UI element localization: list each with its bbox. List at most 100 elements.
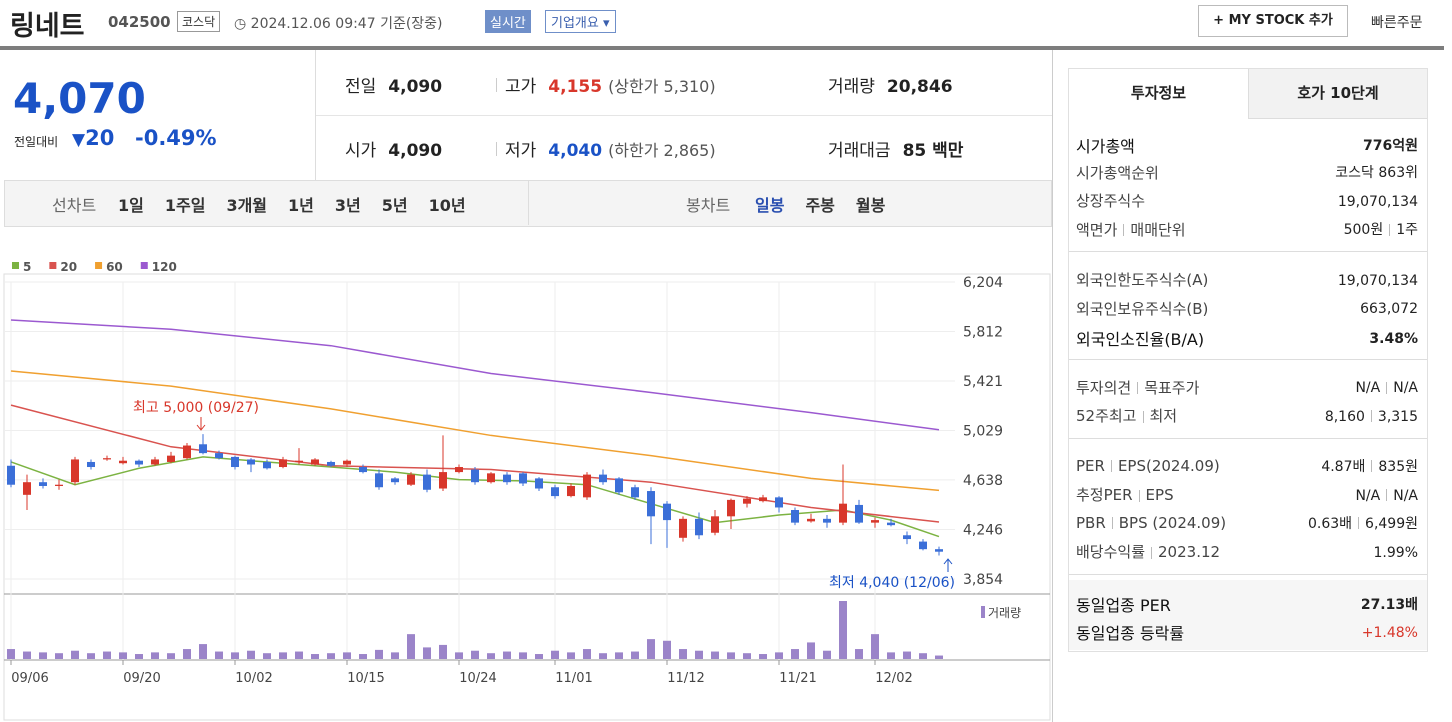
- volume-bar: [295, 651, 303, 659]
- period-tab[interactable]: 1일: [118, 196, 144, 215]
- y-tick-label: 3,854: [963, 572, 1003, 588]
- volume-bar: [7, 649, 15, 659]
- label-text: 시가총액: [1076, 137, 1135, 156]
- candle-body: [631, 487, 639, 498]
- candle-body: [679, 518, 687, 538]
- x-tick-label: 10/02: [235, 671, 272, 686]
- row-value: 8,160 3,315: [1325, 407, 1418, 425]
- quote-item: 고가 4,155 (상한가 5,310): [496, 72, 716, 97]
- candle-body: [567, 485, 575, 497]
- candle-tab[interactable]: 주봉: [805, 196, 835, 215]
- candle-tab[interactable]: 월봉: [855, 196, 886, 215]
- candle-body: [823, 518, 831, 523]
- volume-bar: [263, 653, 271, 659]
- value-text: 663,072: [1360, 301, 1418, 317]
- quick-order[interactable]: 빠른주문: [1371, 15, 1423, 31]
- volume-bar: [391, 652, 399, 659]
- volume-bar: [599, 653, 607, 659]
- value-text: N/A: [1393, 380, 1418, 396]
- period-tab[interactable]: 3개월: [226, 196, 268, 215]
- volume-bar: [871, 634, 879, 659]
- stock-code: 042500: [108, 13, 171, 31]
- volume-bar: [327, 653, 335, 659]
- separator: [1151, 546, 1153, 559]
- volume-bar: [519, 652, 527, 659]
- volume-bar: [727, 652, 735, 659]
- candle-chart-label: 봉차트: [686, 196, 731, 215]
- volume-bar: [839, 601, 847, 659]
- candle-body: [695, 518, 703, 536]
- volume-bar: [919, 653, 927, 659]
- volume-bar: [631, 651, 639, 659]
- date-text: 2024.12.06 09:47 기준(장중): [250, 16, 443, 32]
- invest-row: 시가총액 776억원: [1076, 133, 1418, 157]
- volume-bar: [359, 654, 367, 659]
- candle-body: [535, 478, 543, 489]
- y-tick-label: 5,812: [963, 325, 1003, 341]
- row-value: 776억원: [1363, 135, 1418, 155]
- separator: [1370, 410, 1372, 422]
- value-text: 3.48%: [1369, 331, 1418, 347]
- period-tab[interactable]: 5년: [381, 196, 408, 215]
- candle-body: [7, 465, 15, 485]
- row-label: 액면가 매매단위: [1076, 219, 1186, 240]
- period-tab[interactable]: 1주일: [164, 196, 206, 215]
- divider: [316, 115, 1052, 116]
- mystock-button[interactable]: + MY STOCK 추가: [1198, 5, 1348, 37]
- row-label: 52주최고 최저: [1076, 405, 1177, 426]
- candle-body: [551, 487, 559, 497]
- quote-note: (하한가 2,865): [608, 141, 716, 160]
- volume-bar: [247, 650, 255, 659]
- candle-body: [247, 459, 255, 465]
- volume-bar: [135, 654, 143, 659]
- change-value: 20: [85, 126, 115, 150]
- candle-body: [215, 453, 223, 459]
- volume-legend-swatch: [981, 606, 985, 618]
- value-text: +1.48%: [1361, 625, 1418, 641]
- realtime-button[interactable]: 실시간: [485, 10, 531, 33]
- x-tick-label: 11/12: [667, 671, 704, 686]
- label-text: PER: [1076, 456, 1105, 475]
- row-label: 외국인보유주식수(B): [1076, 298, 1208, 319]
- volume-bar: [423, 647, 431, 659]
- value-text: 8,160: [1324, 408, 1365, 425]
- period-tab[interactable]: 3년: [334, 196, 361, 215]
- group-divider: [1069, 251, 1427, 252]
- candle-body: [487, 473, 495, 483]
- quote-item: 저가 4,040 (하한가 2,865): [496, 136, 716, 161]
- row-value: 1.99%: [1374, 543, 1418, 561]
- candle-body: [855, 504, 863, 523]
- candle-body: [807, 518, 815, 522]
- y-tick-label: 5,421: [963, 374, 1003, 390]
- label-text: EPS(2024.09): [1117, 456, 1220, 475]
- x-tick-label: 10/24: [459, 671, 496, 686]
- volume-bar: [167, 653, 175, 659]
- value-text: 500원: [1343, 222, 1384, 238]
- invest-tab[interactable]: 호가 10단계: [1248, 69, 1427, 119]
- x-tick-label: 12/02: [875, 671, 912, 686]
- row-label: 추정PER EPS: [1076, 484, 1174, 505]
- volume-bar: [407, 634, 415, 659]
- row-label: 동일업종 PER: [1076, 592, 1171, 616]
- separator: [1138, 489, 1140, 502]
- legend-swatch: [95, 262, 103, 269]
- candle-body: [759, 497, 767, 502]
- candle-tab[interactable]: 일봉: [755, 196, 785, 215]
- period-tab[interactable]: 10년: [428, 196, 466, 215]
- invest-tab[interactable]: 투자정보: [1069, 69, 1248, 119]
- period-tab[interactable]: 1년: [288, 196, 314, 215]
- candle-body: [231, 456, 239, 468]
- quote-value: 4,155: [548, 77, 603, 97]
- label-text: 외국인보유주식수(B): [1076, 299, 1209, 318]
- overview-dropdown[interactable]: 기업개요 ▾: [545, 10, 616, 33]
- invest-row: 외국인소진율(B/A) 3.48%: [1076, 326, 1418, 350]
- bar: [496, 142, 497, 156]
- quote-label: 전일: [345, 77, 377, 97]
- value-text: 835원: [1378, 458, 1418, 475]
- candle-body: [439, 472, 447, 489]
- label-text: BPS (2024.09): [1118, 513, 1227, 532]
- legend-swatch: [12, 262, 19, 269]
- row-value: 코스닥 863위: [1335, 162, 1418, 182]
- label-text: 동일업종 등락률: [1076, 624, 1185, 643]
- invest-panel: [1068, 68, 1428, 652]
